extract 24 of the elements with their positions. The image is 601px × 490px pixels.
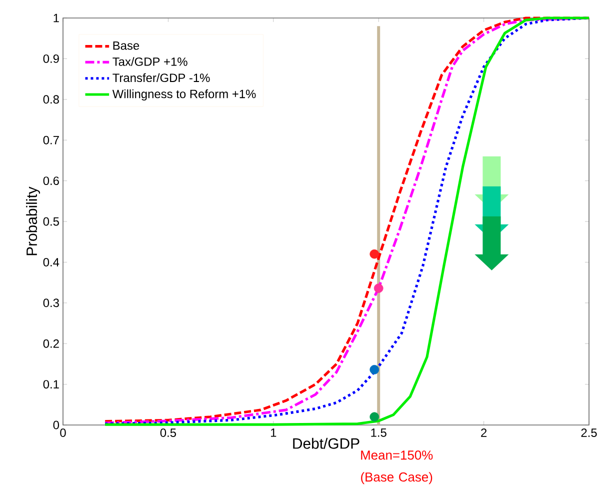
y-tick-label: 0.8 [43, 95, 59, 104]
legend-label: Transfer/GDP -1% [112, 73, 210, 82]
y-tick-label: 0 [53, 420, 60, 430]
y-tick-label: 0.4 [43, 258, 60, 266]
x-axis-title: Debt/GDP [293, 438, 360, 449]
y-tick-label: 0.9 [43, 54, 59, 63]
y-tick-label: 0.3 [43, 298, 59, 308]
legend-label: Base [113, 41, 140, 50]
y-tick-label: 0.1 [43, 380, 59, 389]
x-tick-label: 0.5 [160, 428, 176, 437]
ref-line-label: Mean=150% (Base Case) [361, 450, 433, 484]
x-tick-label: 2 [481, 428, 487, 437]
y-tick-label: 0.2 [43, 339, 59, 348]
y-axis-title: Probability [26, 186, 40, 256]
y-tick-label: 0.5 [43, 217, 59, 226]
y-tick-label: 0.6 [43, 176, 59, 186]
x-tick-label: 1.5 [371, 428, 386, 437]
y-tick-label: 0.7 [43, 136, 59, 144]
legend-label: Tax/GDP +1% [112, 57, 188, 66]
x-tick-label: 1 [270, 428, 276, 437]
y-tick-label: 1 [54, 14, 59, 22]
x-tick-label: 2.5 [581, 428, 597, 437]
legend-label: Willingness to Reform +1% [112, 89, 256, 101]
x-tick-label: 0 [60, 428, 66, 437]
